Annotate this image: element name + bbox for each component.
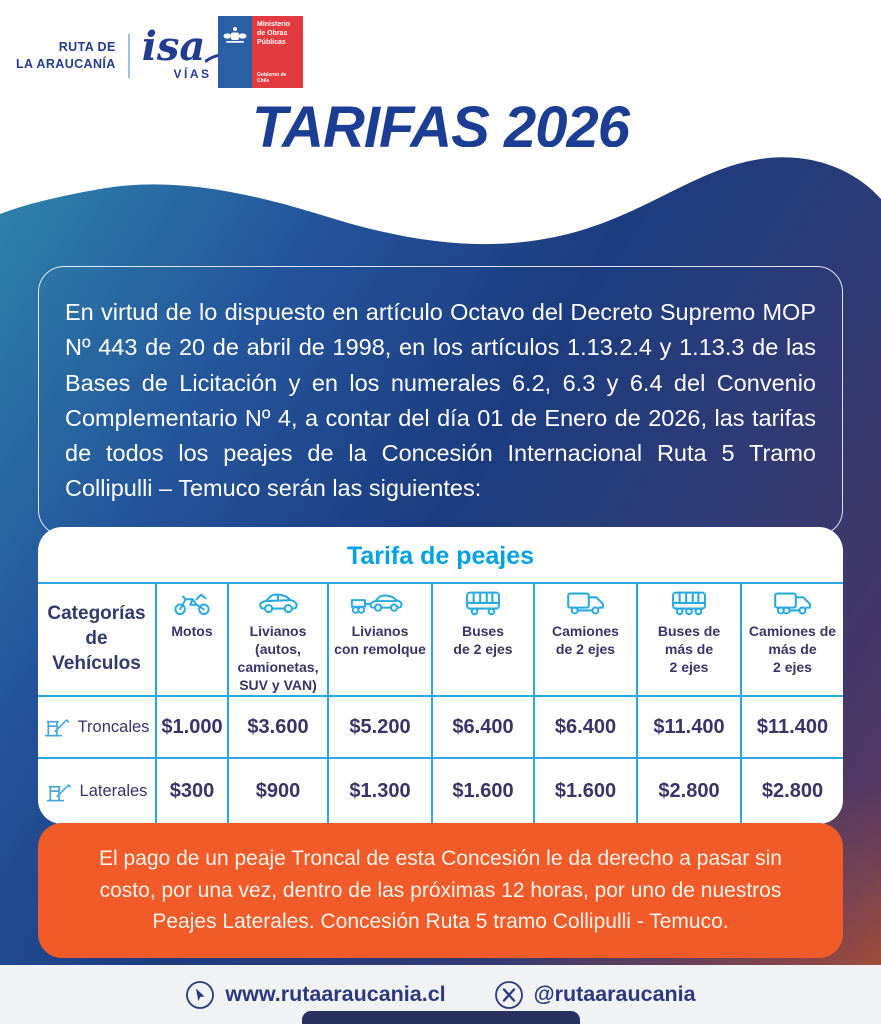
vias-label: VÍAS xyxy=(173,67,212,81)
car-trailer-icon xyxy=(350,594,403,614)
row-label-troncales: Troncales xyxy=(38,695,157,759)
price-laterales-camiones-mas2: $2.800 xyxy=(740,757,843,824)
bottom-tab-decoration xyxy=(301,1011,580,1024)
notice-box: El pago de un peaje Troncal de esta Conc… xyxy=(38,823,843,958)
tariff-table: Categorías de Vehículos Motos xyxy=(38,584,843,824)
social-link[interactable]: @rutaaraucania xyxy=(494,980,696,1010)
brand-line1: RUTA DE xyxy=(58,40,116,55)
motorcycle-icon xyxy=(174,593,210,616)
table-row-laterales: Laterales $300 $900 $1.300 $1.600 $1.600… xyxy=(38,757,843,824)
isa-vias-logo: isa VÍAS xyxy=(141,23,244,81)
table-title: Tarifa de peajes xyxy=(38,527,843,584)
chile-coat-of-arms-icon xyxy=(223,27,247,43)
table-header-row: Categorías de Vehículos Motos xyxy=(38,584,843,697)
column-header-buses-mas-2: Buses de más de 2 ejes xyxy=(636,584,742,697)
corner-header-cell: Categorías de Vehículos xyxy=(38,584,157,697)
bus-3axle-icon xyxy=(672,591,706,616)
price-troncales-buses2: $6.400 xyxy=(431,695,535,759)
website-link[interactable]: www.rutaaraucania.cl xyxy=(185,980,446,1010)
blue-background: En virtud de lo dispuesto en artículo Oc… xyxy=(0,147,881,965)
brand-divider xyxy=(127,33,130,78)
truck-3axle-icon xyxy=(773,592,811,615)
toll-booth-icon xyxy=(46,783,71,802)
price-laterales-remolque: $1.300 xyxy=(327,757,433,824)
gov-logo-blue-panel xyxy=(218,16,252,88)
brand-line2: LA ARAUCANÍA xyxy=(16,56,116,71)
mop-government-logo: Ministerio de Obras Públicas Gobierno de… xyxy=(218,16,303,88)
price-laterales-livianos: $900 xyxy=(227,757,329,824)
gobierno-label: Gobierno de Chile xyxy=(257,72,287,84)
intro-text: En virtud de lo dispuesto en artículo Oc… xyxy=(65,299,816,502)
price-troncales-remolque: $5.200 xyxy=(327,695,433,759)
notice-text: El pago de un peaje Troncal de esta Conc… xyxy=(99,847,782,933)
column-header-livianos: Livianos (autos, camionetas, SUV y VAN) xyxy=(227,584,329,697)
column-header-buses-2: Buses de 2 ejes xyxy=(431,584,535,697)
truck-icon xyxy=(566,592,604,615)
website-label: www.rutaaraucania.cl xyxy=(225,982,446,1006)
price-laterales-camiones2: $1.600 xyxy=(533,757,638,824)
price-laterales-motos: $300 xyxy=(155,757,229,824)
bus-icon xyxy=(466,591,500,616)
column-header-camiones-2: Camiones de 2 ejes xyxy=(533,584,638,697)
tariff-card: Tarifa de peajes Categorías de Vehículos xyxy=(38,527,843,824)
isa-script-text: isa xyxy=(141,23,206,70)
categories-label: Categorías de Vehículos xyxy=(47,603,146,674)
wave-decoration xyxy=(0,147,881,245)
ministry-label: Ministerio de Obras Públicas xyxy=(257,21,291,46)
column-header-livianos-remolque: Livianos con remolque xyxy=(327,584,433,697)
price-troncales-buses-mas2: $11.400 xyxy=(636,695,742,759)
car-icon xyxy=(259,593,298,614)
column-header-camiones-mas-2: Camiones de más de 2 ejes xyxy=(740,584,843,697)
column-header-motos: Motos xyxy=(155,584,229,697)
price-troncales-livianos: $3.600 xyxy=(227,695,329,759)
table-row-troncales: Troncales $1.000 $3.600 $5.200 $6.400 $6… xyxy=(38,695,843,759)
gov-logo-red-panel: Ministerio de Obras Públicas Gobierno de… xyxy=(252,16,303,88)
intro-box: En virtud de lo dispuesto en artículo Oc… xyxy=(38,266,843,536)
x-twitter-icon xyxy=(494,980,523,1009)
price-troncales-camiones-mas2: $11.400 xyxy=(740,695,843,759)
row-label-laterales: Laterales xyxy=(38,757,157,824)
brand-name: RUTA DE LA ARAUCANÍA xyxy=(16,39,116,72)
price-laterales-buses-mas2: $2.800 xyxy=(636,757,742,824)
price-laterales-buses2: $1.600 xyxy=(431,757,535,824)
price-troncales-motos: $1.000 xyxy=(155,695,229,759)
social-label: @rutaaraucania xyxy=(533,982,696,1006)
toll-booth-icon xyxy=(44,719,69,737)
cursor-icon xyxy=(186,980,215,1009)
price-troncales-camiones2: $6.400 xyxy=(533,695,638,759)
ruta-araucania-logo: RUTA DE LA ARAUCANÍA isa VÍAS xyxy=(16,23,244,81)
